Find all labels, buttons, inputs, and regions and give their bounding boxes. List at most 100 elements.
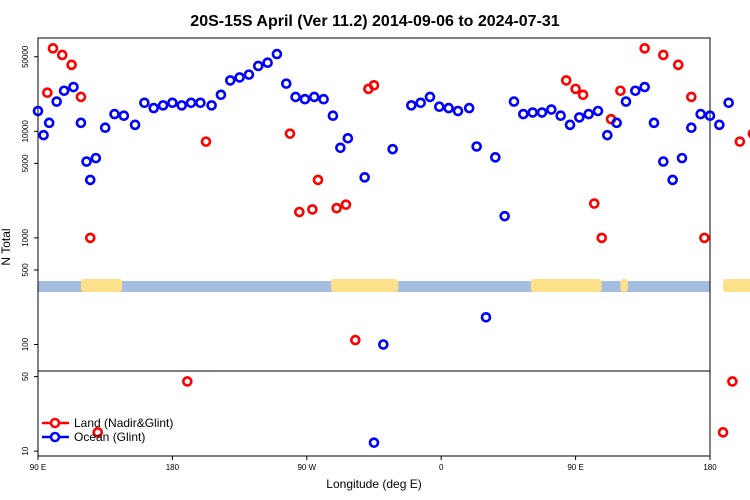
ocean-point [99, 122, 111, 134]
ocean-point [308, 91, 320, 103]
ocean-point [463, 102, 475, 114]
land-point [307, 204, 318, 215]
land-point [615, 85, 626, 97]
land-point [727, 376, 738, 387]
ocean-point [686, 122, 697, 134]
ocean-point [415, 97, 426, 109]
y-tick-label: 10 [21, 446, 30, 455]
land-point [294, 206, 305, 218]
ocean-point [318, 93, 329, 105]
land-point [368, 80, 380, 91]
ocean-point [84, 174, 96, 186]
ocean-point [583, 108, 594, 120]
ocean-point [714, 119, 725, 131]
ocean-point [185, 97, 197, 109]
y-tick-label: 100 [21, 337, 30, 351]
land-point [340, 199, 352, 210]
ocean-point [68, 81, 79, 93]
ocean-point [527, 107, 538, 118]
ocean-point [243, 69, 255, 80]
ocean-point [424, 91, 436, 103]
ocean-point [139, 97, 150, 109]
legend-land-label: Land (Nadir&Glint) [74, 416, 173, 430]
ocean-point [611, 117, 622, 129]
land-point [570, 83, 581, 95]
ocean-point [327, 110, 339, 122]
land-point [331, 202, 342, 214]
y-tick-label: 50 [21, 372, 30, 381]
land-point [66, 59, 77, 71]
y-axis-label: N Total [0, 228, 13, 265]
ocean-point [480, 311, 492, 323]
ocean-point [280, 78, 292, 89]
ocean-point [546, 104, 557, 115]
land-point [84, 232, 96, 244]
ocean-point [271, 48, 283, 60]
ocean-point [667, 174, 678, 186]
ocean-point [262, 57, 273, 68]
land-point [577, 89, 589, 101]
ocean-point [368, 437, 380, 448]
ocean-point [38, 129, 49, 141]
land-point [42, 87, 53, 99]
land-point [284, 128, 296, 139]
ocean-point [723, 97, 734, 109]
ocean-point [639, 81, 650, 93]
plot-frame [37, 37, 711, 457]
land-point [350, 334, 361, 346]
ocean-point [574, 112, 585, 123]
x-tick-label: 90 W [297, 463, 316, 472]
land-mask-segment [331, 279, 399, 292]
ocean-point [620, 96, 632, 107]
ocean-point [299, 93, 311, 105]
legend: Land (Nadir&Glint) Ocean (Glint) [42, 416, 173, 444]
ocean-point [592, 105, 604, 117]
ocean-point [215, 89, 227, 101]
ocean-point [704, 110, 716, 122]
ocean-point [157, 100, 169, 111]
land-point [747, 129, 750, 139]
ocean-point [471, 141, 482, 152]
ocean-point [387, 143, 398, 155]
ocean-point [499, 210, 510, 222]
ocean-point [206, 100, 217, 111]
land-mask-segment [80, 279, 122, 292]
ocean-point [43, 117, 55, 129]
land-mask-segment [620, 279, 628, 292]
ocean-point [32, 105, 44, 117]
land-ocean-mask [38, 279, 750, 292]
y-tick-label: 10000 [21, 120, 30, 143]
ocean-point [109, 108, 120, 120]
ocean-point [378, 339, 389, 350]
ocean-point [359, 172, 370, 183]
y-tick-label: 500 [21, 263, 30, 277]
ocean-point [555, 110, 566, 122]
legend-ocean-marker [49, 431, 61, 443]
ocean-point [536, 107, 548, 118]
land-point [56, 49, 68, 61]
x-axis: 90 E 180 90 W 0 90 E 180 [30, 456, 717, 472]
ocean-point [630, 85, 641, 97]
land-point [47, 43, 59, 54]
land-point [182, 376, 193, 387]
ocean-point [508, 96, 520, 107]
land-point [560, 75, 572, 86]
ocean-point [129, 119, 141, 131]
ocean-point [118, 110, 130, 122]
ocean-point [51, 96, 62, 107]
data-points [32, 43, 750, 448]
chart-title: 20S-15S April (Ver 11.2) 2014-09-06 to 2… [190, 13, 560, 30]
x-tick-label: 180 [703, 463, 717, 472]
ocean-point [335, 142, 346, 154]
x-tick-label: 90 E [567, 463, 583, 472]
ocean-point [90, 152, 102, 164]
x-tick-label: 90 E [30, 463, 46, 472]
land-mask-segment [723, 279, 750, 292]
land-point [75, 91, 87, 103]
ocean-point [695, 108, 706, 120]
ocean-point [81, 156, 92, 167]
ocean-point [75, 117, 87, 129]
land-point [686, 91, 697, 103]
ocean-point [342, 132, 354, 144]
